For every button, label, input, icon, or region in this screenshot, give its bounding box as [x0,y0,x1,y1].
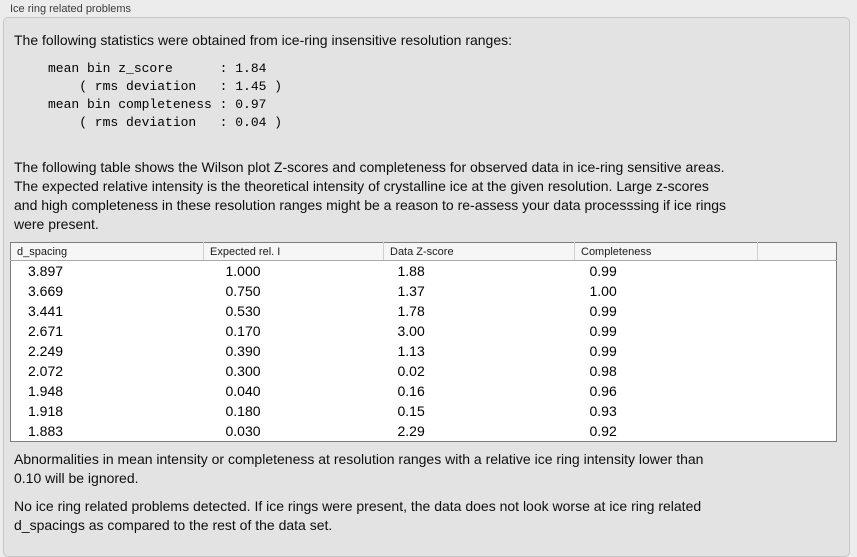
table-cell: 1.000 [225,263,261,279]
table-cell-empty [758,361,837,381]
table-cell-empty [758,321,837,341]
table-cell-empty [758,401,837,421]
table-cell-empty [758,341,837,361]
table-cell: 0.99 [589,263,617,279]
table-cell: 1.88 [397,263,425,279]
table-row[interactable]: 3.669 0.750 1.37 1.00 [11,281,837,301]
table-cell: 0.92 [589,423,617,439]
ignore-note: Abnormalities in mean intensity or compl… [14,451,704,486]
table-cell: 1.918 [28,403,64,419]
table-cell: 2.249 [28,343,64,359]
table-cell: 1.883 [28,423,64,439]
conclusion-text: No ice ring related problems detected. I… [14,498,702,533]
table-cell: 3.00 [397,323,425,339]
table-cell: 0.180 [225,403,261,419]
table-cell: 2.072 [28,363,64,379]
table-cell: 0.93 [589,403,617,419]
column-header-empty [757,242,837,261]
table-header-row: d_spacing Expected rel. I Data Z-score Comp… [10,242,837,261]
table-cell: 2.29 [397,423,425,439]
table-cell: 0.170 [225,323,261,339]
table-cell: 0.16 [397,383,425,399]
table-cell: 0.99 [589,303,617,319]
table-cell-empty [758,261,837,282]
table-description: The following table shows the Wilson plo… [14,159,727,232]
table-row[interactable]: 1.948 0.040 0.16 0.96 [11,381,837,401]
table-cell: 0.390 [225,343,261,359]
table-row[interactable]: 1.918 0.180 0.15 0.93 [11,401,837,421]
table-cell: 3.669 [28,283,64,299]
table-row[interactable]: 2.671 0.170 3.00 0.99 [11,321,837,341]
table-cell: 1.13 [397,343,425,359]
table-cell: 1.00 [589,283,617,299]
column-header[interactable]: Data Z-score [383,242,575,261]
stats-intro-text: The following statistics were obtained f… [14,32,513,48]
panel-title: Ice ring related problems [10,3,132,15]
table-cell: 0.530 [225,303,261,319]
table-cell: 2.671 [28,323,64,339]
table-row[interactable]: 2.072 0.300 0.02 0.98 [11,361,837,381]
table-row[interactable]: 3.441 0.530 1.78 0.99 [11,301,837,321]
wilson-table-container: d_spacing Expected rel. I Data Z-score Comp… [10,242,837,442]
table-cell-empty [758,281,837,301]
table-cell: 0.750 [225,283,261,299]
table-cell: 3.441 [28,303,64,319]
ice-ring-panel: The following statistics were obtained f… [3,17,850,557]
table-cell-empty [758,381,837,401]
table-body: 3.897 1.000 1.88 0.99 3.669 0.750 1.37 1.00 3.44… [11,261,837,442]
table-row[interactable]: 3.897 1.000 1.88 0.99 [11,261,837,282]
table-cell: 1.948 [28,383,64,399]
table-cell: 0.02 [397,363,425,379]
table-cell: 0.99 [589,323,617,339]
table-cell: 0.040 [225,383,261,399]
table-cell: 0.99 [589,343,617,359]
wilson-table[interactable]: d_spacing Expected rel. I Data Z-score Comp… [10,242,837,442]
table-cell: 0.030 [225,423,261,439]
column-header[interactable]: Completeness [574,242,758,261]
stats-block: mean bin z_score : 1.84 ( rms deviation … [48,61,283,130]
table-cell: 0.15 [397,403,425,419]
table-cell-empty [758,301,837,321]
table-cell: 1.78 [397,303,425,319]
table-cell-empty [758,421,837,442]
table-cell: 0.300 [225,363,261,379]
column-header[interactable]: Expected rel. I [203,242,384,261]
table-cell: 1.37 [397,283,425,299]
table-cell: 3.897 [28,263,64,279]
table-row[interactable]: 1.883 0.030 2.29 0.92 [11,421,837,442]
table-row[interactable]: 2.249 0.390 1.13 0.99 [11,341,837,361]
column-header[interactable]: d_spacing [10,242,204,261]
table-cell: 0.98 [589,363,617,379]
table-cell: 0.96 [589,383,617,399]
